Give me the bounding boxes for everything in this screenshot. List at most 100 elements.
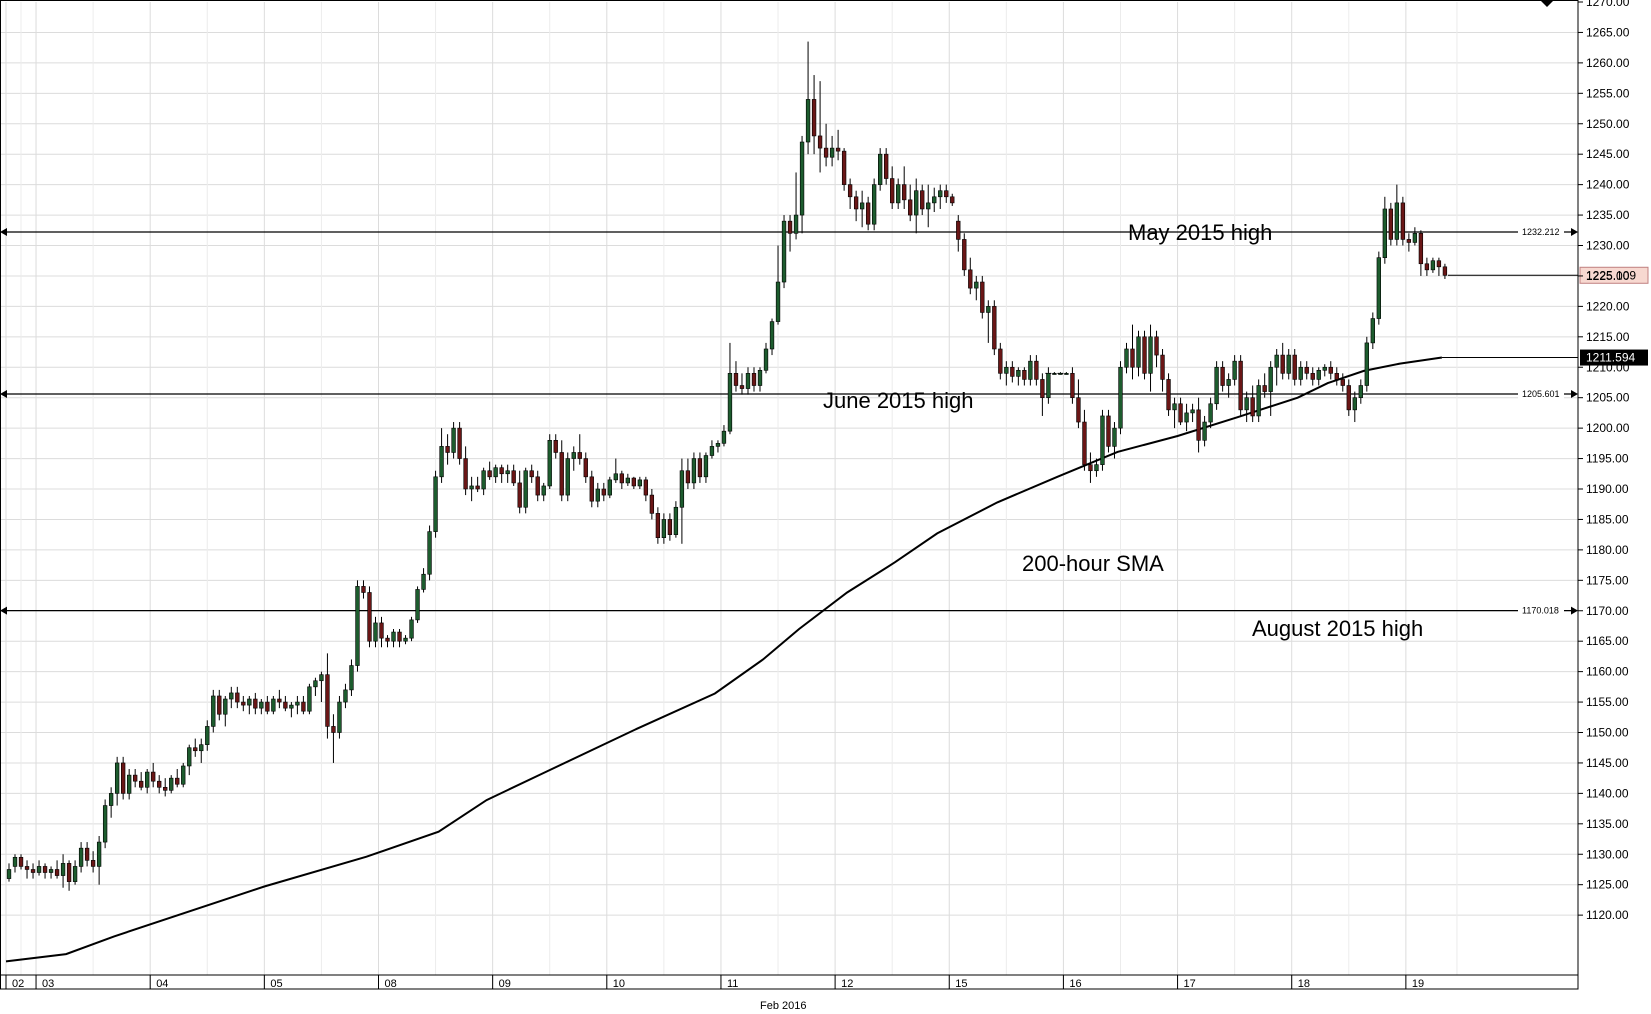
- candle-body: [1436, 260, 1442, 268]
- candle-body: [1010, 366, 1015, 377]
- candle-body: [120, 762, 126, 794]
- candle-body: [625, 477, 630, 484]
- y-tick-label: 1190.00: [1586, 482, 1629, 496]
- y-tick-label: 1175.00: [1586, 573, 1629, 587]
- candle-body: [1262, 385, 1267, 392]
- candle-body: [229, 692, 234, 700]
- candle-body: [1112, 427, 1117, 447]
- candle-body: [12, 856, 18, 867]
- candle-body: [1016, 369, 1021, 377]
- candle-body: [487, 470, 492, 478]
- candle-body: [1286, 354, 1291, 374]
- candle-body: [1424, 263, 1430, 271]
- candle-body: [1328, 366, 1333, 374]
- candle-body: [301, 701, 306, 712]
- candle-body: [1022, 369, 1027, 380]
- y-tick-label: 1150.00: [1586, 726, 1629, 740]
- level-arrow-right: [1571, 390, 1578, 399]
- candle-body: [247, 698, 252, 706]
- horizontal-levels: 1232.212 1205.601 1170.018 1225.109 1211.594: [0, 226, 1649, 616]
- candle-body: [60, 863, 66, 876]
- candle-body: [811, 99, 817, 137]
- y-tick-label: 1260.00: [1586, 56, 1630, 70]
- candle-body: [643, 479, 649, 496]
- candle-body: [1400, 202, 1406, 240]
- candle-body: [181, 765, 186, 785]
- grid: [1, 2, 1578, 989]
- candle-body: [853, 196, 859, 210]
- last-price-label: 1225.109: [1586, 268, 1636, 282]
- candle-body: [583, 458, 588, 478]
- candle-body: [709, 446, 715, 456]
- candles: [6, 41, 1448, 891]
- y-tick-label: 1250.00: [1586, 117, 1630, 131]
- candle-body: [331, 726, 336, 733]
- candle-body: [667, 519, 673, 535]
- candle-body: [1064, 373, 1069, 375]
- y-tick-label: 1215.00: [1586, 330, 1630, 344]
- candle-body: [619, 473, 624, 484]
- annotations: May 2015 high June 2015 high 200-hour SM…: [823, 220, 1423, 641]
- y-tick-label: 1270.00: [1586, 0, 1630, 9]
- candle-body: [1316, 369, 1321, 380]
- candle-body: [739, 385, 745, 389]
- candle-body: [145, 771, 150, 788]
- candle-body: [1370, 318, 1375, 344]
- candle-body: [1364, 342, 1369, 386]
- candle-body: [1034, 360, 1039, 380]
- candle-body: [1376, 257, 1381, 319]
- candle-body: [541, 485, 546, 496]
- x-tick-label: 18: [1298, 978, 1310, 990]
- candle-body: [349, 665, 354, 691]
- candle-body: [451, 427, 456, 453]
- level-value-label: 1232.212: [1522, 227, 1560, 237]
- y-tick-label: 1170.00: [1586, 604, 1629, 618]
- candle-body: [1046, 373, 1051, 398]
- candle-body: [90, 860, 96, 867]
- candle-body: [1418, 233, 1424, 265]
- candle-body: [1220, 366, 1225, 386]
- candle-body: [1172, 403, 1177, 411]
- candle-body: [1346, 385, 1351, 411]
- x-tick-label: 16: [1069, 978, 1081, 990]
- plot-frame: [0, 0, 1579, 990]
- candle-body: [799, 141, 805, 216]
- y-tick-label: 1160.00: [1586, 665, 1629, 679]
- candle-body: [1412, 233, 1418, 243]
- candle-body: [902, 184, 907, 201]
- candle-body: [1028, 360, 1033, 380]
- sma-line: [5, 356, 1443, 963]
- level-arrow-left: [0, 228, 7, 237]
- candle-body: [944, 190, 949, 198]
- candle-body: [1058, 373, 1063, 375]
- candle-body: [859, 202, 865, 210]
- candle-body: [175, 777, 180, 785]
- candle-body: [445, 446, 450, 453]
- candle-body: [565, 458, 570, 496]
- level-arrow-left: [0, 606, 7, 615]
- y-tick-label: 1240.00: [1586, 178, 1630, 192]
- sma-value-label: 1211.594: [1586, 351, 1635, 365]
- candle-body: [433, 476, 438, 532]
- candle-body: [1382, 208, 1387, 258]
- candle-body: [601, 488, 606, 496]
- candle-body: [1310, 373, 1315, 380]
- candle-body: [1322, 366, 1327, 371]
- y-tick-label: 1185.00: [1586, 512, 1629, 526]
- y-tick-label: 1265.00: [1586, 25, 1630, 39]
- candle-body: [679, 470, 685, 508]
- candle-body: [655, 513, 661, 538]
- candle-body: [745, 373, 751, 389]
- candle-body: [1298, 366, 1303, 380]
- candle-body: [896, 184, 901, 204]
- candle-body: [457, 427, 462, 459]
- x-tick-label: 17: [1184, 978, 1196, 990]
- candle-body: [523, 470, 528, 508]
- candle-body: [703, 455, 709, 478]
- candle-body: [163, 786, 168, 791]
- x-tick-label: 09: [499, 978, 511, 990]
- candle-body: [691, 458, 697, 484]
- candle-body: [793, 214, 799, 234]
- candle-body: [193, 747, 198, 752]
- candle-body: [962, 239, 967, 271]
